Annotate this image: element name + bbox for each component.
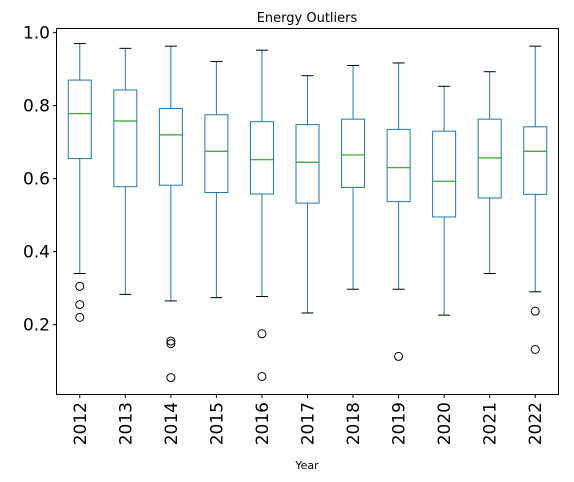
- x-tick-label: 2022: [526, 402, 546, 445]
- box-iqr: [67, 79, 92, 160]
- outlier-point: [394, 351, 404, 361]
- x-tick-label: 2018: [344, 402, 364, 445]
- box-2016: [249, 49, 274, 381]
- outlier-point: [530, 344, 540, 354]
- x-axis: 2012 2013 2014 2015 2016 2017 2018 2019 2020 2021…: [71, 394, 546, 445]
- chart-title: Energy Outliers: [257, 11, 358, 26]
- outlier-point: [257, 329, 267, 339]
- y-tick-label: 0.8: [23, 97, 50, 117]
- box-iqr: [386, 128, 411, 203]
- x-tick-label: 2016: [253, 402, 273, 445]
- box-2019: [386, 62, 411, 361]
- box-iqr: [477, 118, 502, 199]
- x-tick-label: 2020: [435, 402, 455, 445]
- box-2022: [523, 45, 548, 354]
- y-tick-label: 0.6: [23, 170, 50, 190]
- box-iqr: [341, 118, 366, 188]
- outlier-point: [257, 371, 267, 381]
- box-2014: [158, 45, 183, 383]
- outlier-point: [166, 373, 176, 383]
- outlier-point: [530, 306, 540, 316]
- box-iqr: [113, 89, 138, 188]
- x-tick-label: 2015: [207, 402, 227, 445]
- x-tick-label: 2013: [116, 402, 136, 445]
- box-2017: [295, 75, 320, 314]
- outlier-point: [166, 339, 176, 349]
- box-2020: [432, 85, 457, 316]
- box-iqr: [432, 130, 457, 218]
- box-2015: [204, 60, 229, 299]
- x-tick-label: 2017: [299, 402, 319, 445]
- outlier-point: [166, 336, 176, 346]
- x-tick-label: 2014: [162, 402, 182, 445]
- y-axis: 0.2 0.4 0.6 0.8 1.0: [23, 24, 57, 336]
- y-tick-label: 0.4: [23, 243, 50, 263]
- box-iqr: [158, 108, 183, 186]
- y-tick-label: 0.2: [23, 316, 50, 336]
- box-2012: [67, 43, 92, 322]
- box-2018: [341, 65, 366, 290]
- y-tick-label: 1.0: [23, 24, 50, 44]
- outlier-point: [75, 300, 85, 310]
- box-iqr: [295, 124, 320, 204]
- x-tick-label: 2019: [390, 402, 410, 445]
- box-2013: [113, 47, 138, 295]
- x-axis-label: Year: [294, 459, 319, 472]
- box-iqr: [249, 121, 274, 195]
- box-2021: [477, 71, 502, 275]
- x-tick-label: 2021: [481, 402, 501, 445]
- box-iqr: [204, 114, 229, 194]
- x-tick-label: 2012: [71, 402, 91, 445]
- outlier-point: [75, 312, 85, 322]
- plot-area: [67, 43, 548, 383]
- outlier-point: [75, 281, 85, 291]
- box-iqr: [523, 126, 548, 195]
